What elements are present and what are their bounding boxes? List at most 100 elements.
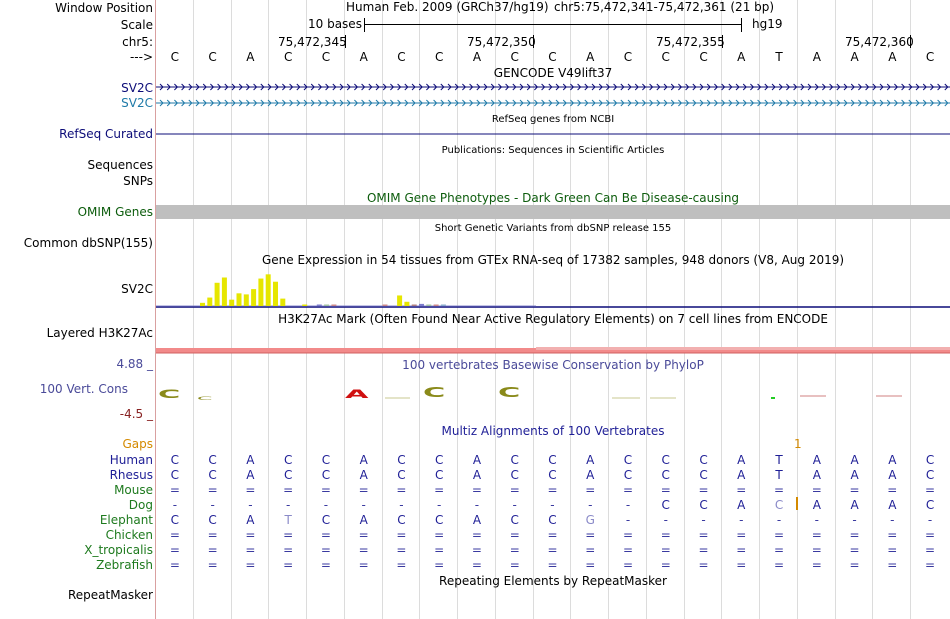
gtex-tissue-bar[interactable]	[404, 301, 410, 306]
gtex-tissue-bar[interactable]	[440, 304, 446, 307]
gtex-tissue-bar[interactable]	[243, 294, 249, 306]
omim-gene-bar[interactable]	[156, 205, 950, 219]
strand-chevron	[174, 99, 179, 107]
aligned-base: A	[812, 453, 821, 467]
aligned-base: =	[774, 483, 785, 497]
gtex-tissue-bar[interactable]	[331, 304, 337, 307]
reference-base: A	[737, 50, 746, 64]
aligned-base: =	[207, 528, 218, 542]
species-label-zebrafish[interactable]: Zebrafish	[96, 558, 153, 572]
gtex-tissue-bar[interactable]	[411, 304, 417, 307]
strand-chevron	[930, 83, 935, 91]
species-label-rhesus[interactable]: Rhesus	[109, 468, 153, 482]
species-label-human[interactable]: Human	[109, 453, 153, 467]
gtex-tissue-bar[interactable]	[397, 295, 403, 306]
gencode-row-label-2[interactable]: SV2C	[121, 96, 153, 110]
aligned-base: =	[471, 528, 482, 542]
gtex-tissue-bar[interactable]	[265, 274, 271, 306]
strand-chevron	[505, 99, 510, 107]
aligned-base: T	[775, 453, 783, 467]
gtex-tissue-bar[interactable]	[280, 298, 286, 306]
aligned-base: -	[927, 513, 933, 527]
dbsnp-label[interactable]: Common dbSNP(155)	[23, 236, 153, 250]
strand-chevron	[922, 83, 927, 91]
aligned-base: G	[585, 513, 595, 527]
species-label-dog[interactable]: Dog	[128, 498, 153, 512]
aligned-base: A	[888, 498, 897, 512]
aligned-base: -	[814, 513, 819, 527]
gtex-tissue-bar[interactable]	[324, 304, 330, 307]
strand-chevron	[685, 99, 690, 107]
aligned-base: =	[207, 483, 218, 497]
gtex-tissue-bar[interactable]	[214, 282, 220, 306]
omim-label[interactable]: OMIM Genes	[77, 205, 153, 219]
reference-base: C	[208, 50, 217, 64]
gaps-label[interactable]: Gaps	[122, 437, 153, 451]
gtex-label[interactable]: SV2C	[121, 282, 153, 296]
gridline	[193, 0, 194, 619]
gtex-tissue-bar[interactable]	[229, 299, 235, 306]
gtex-tissue-bar[interactable]	[258, 278, 264, 306]
species-label-mouse[interactable]: Mouse	[114, 483, 153, 497]
strand-chevron	[541, 83, 546, 91]
gridline	[608, 0, 609, 619]
repeatmasker-label[interactable]: RepeatMasker	[67, 588, 153, 602]
gtex-tissue-bar[interactable]	[433, 304, 439, 307]
gtex-tissue-bar[interactable]	[207, 297, 213, 306]
gtex-tissue-bar[interactable]	[200, 302, 205, 306]
strand-chevron	[814, 83, 819, 91]
gtex-tissue-bar[interactable]	[236, 293, 242, 306]
gtex-tissue-bar[interactable]	[426, 304, 432, 307]
gtex-tissue-bar[interactable]	[419, 303, 424, 306]
gtex-tissue-bar[interactable]	[316, 304, 322, 307]
strand-label[interactable]: --->	[129, 50, 153, 64]
strand-chevron	[822, 99, 827, 107]
aligned-base: =	[547, 543, 558, 557]
gtex-tissue-bar[interactable]	[382, 304, 388, 307]
strand-chevron	[663, 83, 668, 91]
strand-chevron	[289, 83, 294, 91]
species-label-x_tropicalis[interactable]: X_tropicalis	[84, 543, 153, 557]
strand-chevron	[548, 99, 553, 107]
gtex-tissue-bar[interactable]	[273, 281, 278, 306]
strand-chevron	[886, 99, 891, 107]
species-label-chicken[interactable]: Chicken	[105, 528, 153, 542]
aligned-base: =	[396, 528, 407, 542]
strand-chevron	[159, 83, 164, 91]
reference-base: A	[812, 50, 821, 64]
strand-chevron	[577, 83, 582, 91]
gtex-tissue-bar[interactable]	[302, 304, 308, 307]
gridline	[231, 0, 232, 619]
aligned-base: =	[320, 483, 331, 497]
pubs-label[interactable]: Sequences	[87, 158, 153, 172]
aligned-base: A	[888, 468, 897, 482]
strand-chevron	[361, 99, 366, 107]
scale-bar-text: 10 bases	[308, 17, 362, 31]
h3k27ac-signal[interactable]	[156, 348, 950, 353]
phylop-label[interactable]: 100 Vert. Cons	[39, 382, 128, 396]
strand-chevron	[642, 99, 647, 107]
aligned-base: -	[701, 513, 706, 527]
gtex-tissue-bar[interactable]	[251, 289, 257, 306]
aligned-base: A	[246, 468, 255, 482]
strand-chevron	[476, 83, 481, 91]
aligned-base: C	[170, 513, 180, 527]
refseq-title: RefSeq genes from NCBI	[491, 114, 615, 125]
species-label-elephant[interactable]: Elephant	[99, 513, 153, 527]
aligned-base: =	[849, 528, 860, 542]
strand-chevron	[714, 83, 719, 91]
snps-label[interactable]: SNPs	[123, 174, 153, 188]
strand-chevron	[217, 83, 222, 91]
gridline	[344, 0, 345, 619]
gencode-row-label-1[interactable]: SV2C	[121, 81, 153, 95]
aligned-base: -	[285, 498, 291, 512]
gridline	[268, 0, 269, 619]
aligned-base: C	[397, 453, 406, 467]
gtex-tissue-bar[interactable]	[221, 277, 227, 307]
phylop-base-8: C	[423, 385, 445, 401]
refseq-label[interactable]: RefSeq Curated	[59, 127, 153, 141]
aligned-base: =	[698, 528, 709, 542]
h3k27ac-label[interactable]: Layered H3K27Ac	[46, 326, 153, 340]
h3k27ac-title: H3K27Ac Mark (Often Found Near Active Re…	[278, 312, 828, 326]
strand-chevron	[908, 99, 913, 107]
